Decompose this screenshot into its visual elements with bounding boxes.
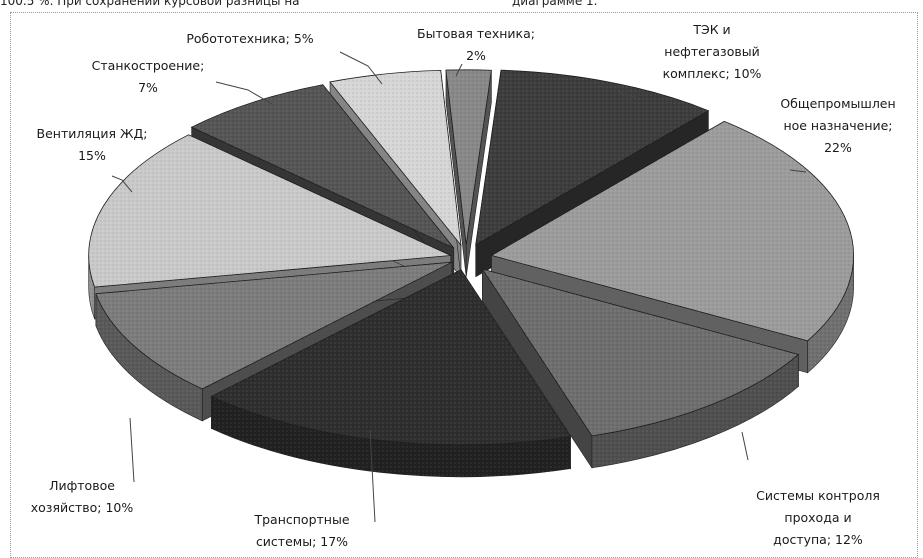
slice-label: ТЭК и нефтегазовый комплекс; 10% [663,22,762,81]
document-text-fragment: 100.5 %. При сохранении курсовой разницы… [0,0,923,8]
leader-line [369,429,376,523]
slice-label: Транспортные системы; 17% [253,512,349,549]
leader-line [617,91,637,99]
slice-label: Робототехника; 5% [186,31,313,46]
leader-line [215,81,273,105]
leader-line [741,431,749,461]
slice-label: Станкостроение; 7% [92,58,205,95]
pie-slice [475,69,710,278]
leader-line [111,175,133,193]
slice-label: Системы контроля прохода и доступа; 12% [756,488,880,547]
text-fragment-right: диаграмме 1. [512,0,598,8]
pie-slice [445,69,492,277]
leader-line [339,51,383,85]
text-fragment-left: 100.5 %. При сохранении курсовой разницы… [0,0,300,8]
slice-label: Бытовая техника; 2% [417,26,535,63]
slice-label: Вентиляция ЖД; 15% [37,126,148,163]
pie-slice [481,268,800,469]
leader-line [129,417,135,483]
slice-label: Общепромышлен ное назначение; 22% [780,96,895,155]
leader-line [789,169,807,173]
leader-line [455,63,463,77]
pie-slice [210,268,572,478]
slice-label: Лифтовое хозяйство; 10% [31,478,134,515]
